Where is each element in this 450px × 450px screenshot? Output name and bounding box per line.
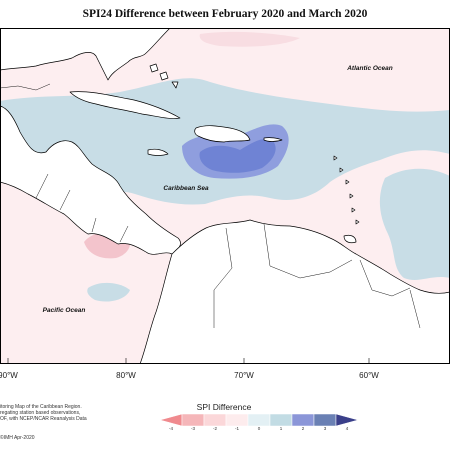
- legend-cell: [269, 413, 293, 427]
- footer-notes: itoring Map of the Caribbean Region. reg…: [0, 404, 87, 423]
- borders: [0, 83, 421, 329]
- legend-tick-label: -2: [212, 426, 218, 431]
- land-jamaica: [147, 148, 169, 156]
- legend-cell: [203, 413, 227, 427]
- positive-patch-pacific: [87, 282, 130, 302]
- land-trinidad: [343, 234, 357, 244]
- legend-tick-label: 3: [323, 426, 327, 431]
- lon-label-80w: 80°W: [116, 371, 136, 380]
- label-pacific-ocean: Pacific Ocean: [43, 307, 86, 314]
- legend-cell: [225, 413, 249, 427]
- legend-tick-label: 2: [301, 426, 305, 431]
- legend-tick-label: -3: [190, 426, 196, 431]
- legend-tick-label: -1: [234, 426, 240, 431]
- legend-tick-label: 1: [279, 426, 283, 431]
- negative-patch-north: [199, 31, 300, 47]
- land-lesser-antilles: [333, 155, 360, 225]
- footer-line-3: OF, with NCEP/NCAR Reanalysis Data: [0, 416, 87, 423]
- label-caribbean-sea: Caribbean Sea: [163, 185, 209, 192]
- label-atlantic-ocean: Atlantic Ocean: [346, 65, 393, 72]
- land: [0, 28, 450, 364]
- lon-label-70w: 70°W: [234, 371, 254, 380]
- footer-line-2: regating station based observations,: [0, 410, 81, 417]
- land-north-america: [0, 28, 171, 81]
- map-title: SPI24 Difference between February 2020 a…: [82, 8, 368, 20]
- land-puerto-rico: [263, 137, 283, 142]
- legend-cell: [313, 413, 337, 427]
- lon-label-60w: 60°W: [359, 371, 379, 380]
- footer-credit: ©IMH Apr-2020: [0, 435, 35, 441]
- land-cuba: [69, 91, 181, 119]
- land-south-america: [139, 219, 450, 364]
- legend-colorbar: [159, 413, 359, 427]
- land-central-america: [0, 105, 181, 255]
- legend-tick-label: 4: [345, 426, 349, 431]
- legend-tick-label: -4: [168, 426, 174, 431]
- legend-cell: [247, 413, 271, 427]
- legend-tick-label: 0: [257, 426, 261, 431]
- positive-core-dark: [199, 138, 276, 173]
- spi-difference-map: Atlantic Ocean Caribbean Sea Pacific Oce…: [0, 28, 450, 364]
- land-hispaniola: [194, 125, 251, 143]
- legend-title: SPI Difference: [196, 402, 252, 412]
- legend-cell: [181, 413, 205, 427]
- legend-cell: [335, 413, 359, 427]
- legend-cell: [291, 413, 315, 427]
- legend-cell: [159, 413, 183, 427]
- footer-line-1: itoring Map of the Caribbean Region.: [0, 404, 82, 410]
- positive-band-east: [379, 168, 450, 280]
- land-bahamas: [149, 63, 179, 89]
- lon-label-90w: 90°W: [0, 371, 18, 380]
